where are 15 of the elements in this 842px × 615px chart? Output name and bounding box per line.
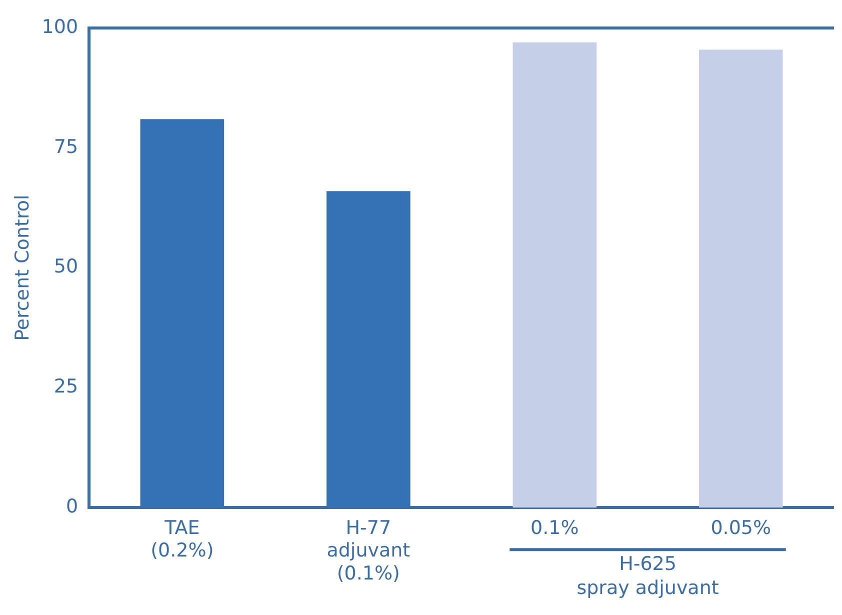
y-axis-title: Percent Control — [11, 194, 34, 341]
y-tick-label: 75 — [54, 136, 78, 158]
x-tick-label: 0.1% — [530, 516, 579, 539]
x-tick-label: TAE (0.2%) — [150, 516, 214, 562]
text: H-625 spray adjuvant — [576, 553, 719, 600]
y-tick-label: 25 — [54, 376, 78, 398]
y-tick-label: 50 — [54, 256, 78, 278]
bar — [698, 50, 783, 508]
bar — [326, 191, 410, 508]
x-tick-label: 0.05% — [710, 516, 772, 539]
y-tick-label: 100 — [42, 16, 78, 38]
bar — [140, 119, 224, 508]
y-tick-label: 0 — [66, 496, 78, 518]
bar — [512, 42, 597, 508]
x-tick-label: H-77 adjuvant (0.1%) — [326, 516, 410, 585]
